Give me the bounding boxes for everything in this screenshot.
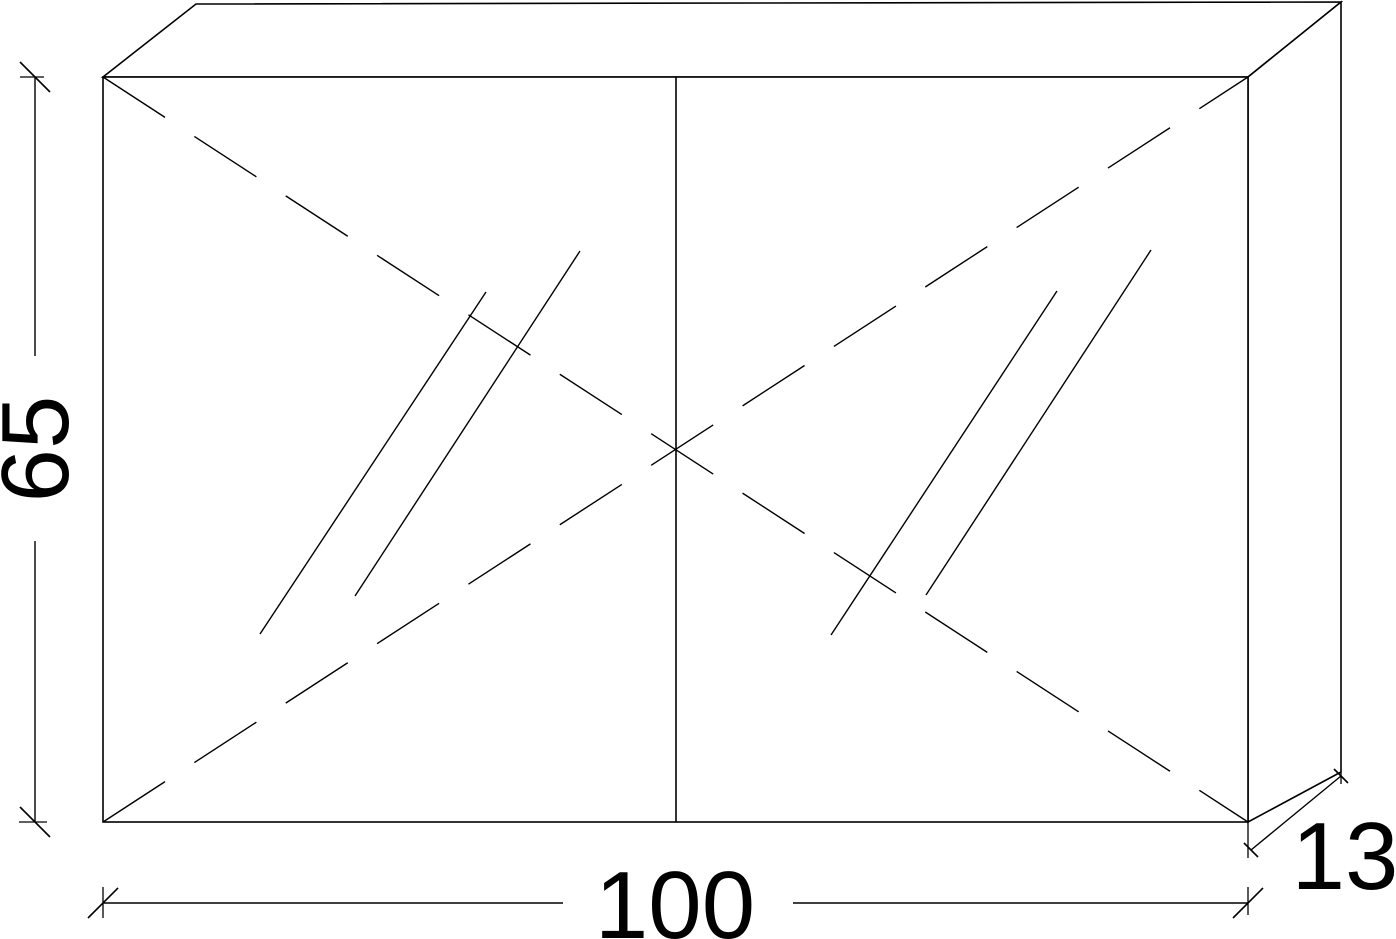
depth-dimension-line <box>1250 775 1342 851</box>
cabinet-top-face <box>100 1 1344 78</box>
height-dimension-label: 65 <box>0 396 89 503</box>
cabinet-body <box>100 0 1344 824</box>
width-dimension: 100 <box>87 852 1264 939</box>
height-tick-bottom <box>19 806 51 838</box>
depth-tick-back <box>1333 768 1349 784</box>
height-tick-top <box>19 61 51 93</box>
depth-dimension: 13 <box>1243 768 1396 910</box>
width-tick-right <box>1232 887 1264 919</box>
height-dimension: 65 <box>0 61 89 838</box>
door-swing-diagonal-bl-tr <box>102 76 1249 823</box>
cabinet-right-side-face <box>1247 0 1342 824</box>
width-tick-left <box>87 887 119 919</box>
depth-dimension-label: 13 <box>1292 803 1396 910</box>
mirror-glass-strokes <box>259 249 1152 636</box>
depth-tick-front <box>1243 842 1259 858</box>
mirror-stroke-right-door-1 <box>830 290 1058 636</box>
width-dimension-label: 100 <box>595 852 755 939</box>
mirror-stroke-left-door-1 <box>259 291 487 635</box>
mirror-stroke-right-door-2 <box>925 249 1152 596</box>
door-swing-indicators <box>102 76 1249 823</box>
mirror-stroke-left-door-2 <box>354 250 581 597</box>
